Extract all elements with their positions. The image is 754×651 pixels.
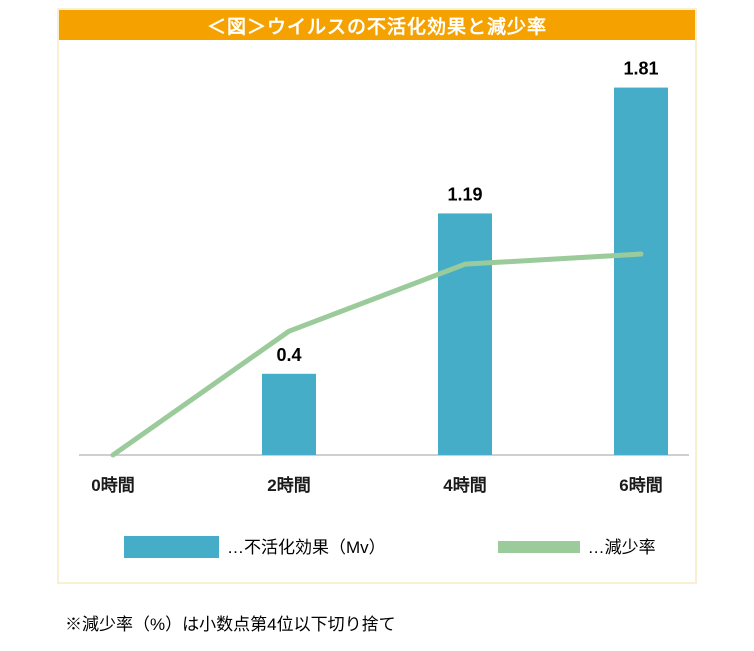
x-tick-label-6時間: 6時間 (619, 475, 662, 495)
chart-title-banner: ＜図＞ウイルスの不活化効果と減少率 (59, 10, 695, 40)
line-legend-swatch (497, 541, 580, 553)
bar-legend-label: …不活化効果（Mv） (227, 537, 386, 557)
page: ＜図＞ウイルスの不活化効果と減少率 0.4 1.19 1.81 0時間 2時間 4時間 6時… (0, 8, 754, 635)
bar-value-label: 1.19 (447, 184, 482, 204)
legend-item-reduction-rate: …減少率 (497, 537, 656, 557)
plot-svg: 0.4 1.19 1.81 0時間 2時間 4時間 6時間 (79, 59, 689, 495)
legend-item-inactivation: …不活化効果（Mv） (124, 536, 386, 558)
reduction-rate-line (110, 251, 644, 458)
bar-4時間 (438, 213, 492, 455)
chart-title: ＜図＞ウイルスの不活化効果と減少率 (206, 16, 547, 38)
x-tick-label-4時間: 4時間 (443, 475, 486, 495)
bar-value-label: 1.81 (623, 59, 658, 79)
bar-value-label: 0.4 (276, 345, 301, 365)
bar-6時間 (614, 87, 668, 455)
x-tick-label-0時間: 0時間 (91, 475, 134, 495)
bar-2時間 (262, 373, 316, 455)
chart-card: ＜図＞ウイルスの不活化効果と減少率 0.4 1.19 1.81 0時間 2時間 4時間 6時… (57, 8, 697, 584)
bar-legend-swatch (124, 536, 219, 558)
line-legend-label: …減少率 (587, 537, 656, 557)
x-tick-label-2時間: 2時間 (267, 475, 310, 495)
legend: …不活化効果（Mv） …減少率 (59, 536, 695, 558)
footnote: ※減少率（%）は小数点第4位以下切り捨て (65, 615, 396, 634)
plot-area: 0.4 1.19 1.81 0時間 2時間 4時間 6時間 (59, 40, 695, 510)
